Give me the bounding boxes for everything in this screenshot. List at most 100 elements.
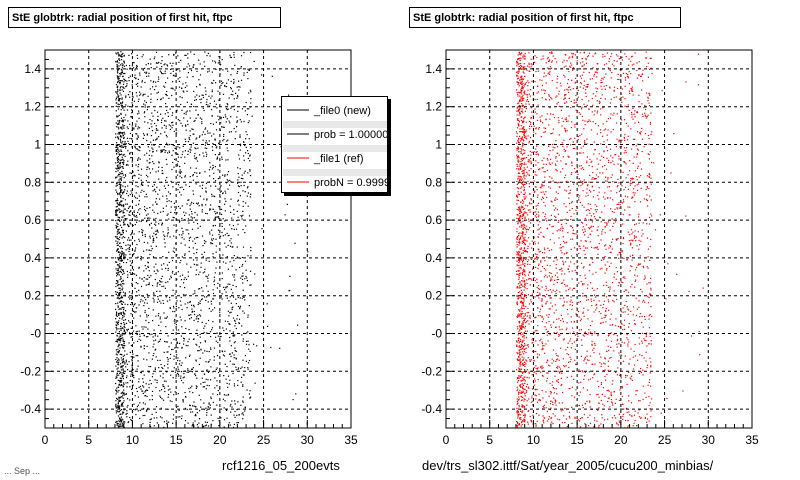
- scatter-point: [191, 371, 194, 373]
- scatter-point: [520, 125, 522, 127]
- scatter-point: [220, 235, 222, 237]
- scatter-point: [159, 284, 161, 286]
- scatter-point: [603, 150, 605, 152]
- scatter-point: [519, 236, 522, 238]
- scatter-point: [211, 193, 213, 195]
- scatter-point: [221, 278, 223, 280]
- scatter-point: [117, 322, 119, 324]
- scatter-point: [645, 57, 648, 59]
- scatter-point: [242, 210, 244, 212]
- scatter-point: [519, 310, 521, 312]
- scatter-point: [206, 142, 208, 144]
- scatter-point: [629, 170, 631, 172]
- scatter-point: [533, 180, 535, 182]
- scatter-point: [172, 70, 174, 72]
- scatter-point: [119, 341, 121, 343]
- scatter-point: [538, 128, 540, 130]
- scatter-point: [161, 166, 163, 169]
- scatter-point: [519, 175, 521, 177]
- scatter-point: [157, 193, 159, 195]
- scatter-point: [172, 305, 175, 307]
- scatter-point: [520, 168, 522, 170]
- scatter-point: [177, 55, 179, 57]
- scatter-point: [516, 132, 518, 135]
- scatter-point: [650, 277, 652, 279]
- scatter-point: [140, 285, 143, 288]
- scatter-point: [168, 261, 170, 263]
- scatter-point: [162, 299, 164, 302]
- scatter-point: [521, 240, 523, 242]
- scatter-point: [187, 345, 189, 347]
- scatter-point: [523, 193, 525, 195]
- scatter-point: [209, 208, 211, 210]
- scatter-point: [548, 418, 550, 420]
- scatter-point: [125, 114, 127, 116]
- scatter-point: [116, 297, 118, 299]
- scatter-point: [535, 373, 537, 375]
- scatter-point: [171, 127, 173, 129]
- scatter-point: [211, 89, 213, 91]
- scatter-point: [164, 120, 166, 122]
- scatter-point: [207, 52, 209, 54]
- scatter-point: [522, 130, 524, 132]
- scatter-point: [177, 165, 179, 167]
- scatter-point: [531, 80, 533, 82]
- scatter-point: [115, 214, 117, 216]
- scatter-point: [149, 150, 151, 152]
- scatter-point: [647, 62, 649, 64]
- scatter-point: [517, 296, 519, 298]
- scatter-point: [117, 230, 119, 232]
- scatter-point: [137, 135, 139, 137]
- scatter-point: [138, 157, 140, 159]
- scatter-point: [520, 247, 522, 249]
- scatter-point: [156, 290, 158, 292]
- scatter-point: [136, 137, 138, 139]
- scatter-point: [207, 290, 209, 292]
- scatter-point: [123, 256, 125, 258]
- scatter-point: [161, 366, 163, 369]
- scatter-point: [607, 389, 609, 391]
- scatter-point: [233, 98, 235, 100]
- scatter-point: [123, 61, 125, 63]
- scatter-point: [237, 314, 239, 317]
- scatter-point: [172, 348, 174, 351]
- scatter-point: [211, 239, 213, 242]
- scatter-point: [135, 282, 137, 284]
- scatter-point: [131, 385, 133, 387]
- scatter-point: [521, 131, 523, 133]
- scatter-point: [115, 99, 117, 101]
- scatter-point: [521, 345, 523, 347]
- scatter-point: [247, 314, 249, 316]
- scatter-point: [126, 363, 128, 365]
- scatter-point: [155, 224, 157, 226]
- scatter-point: [637, 412, 639, 414]
- scatter-point: [127, 185, 129, 187]
- scatter-point: [237, 173, 239, 175]
- scatter-point: [123, 127, 125, 129]
- scatter-point: [121, 226, 123, 229]
- scatter-point: [208, 95, 210, 97]
- scatter-point: [516, 252, 519, 254]
- scatter-point: [225, 159, 227, 161]
- scatter-point: [122, 311, 124, 313]
- scatter-point: [117, 363, 119, 365]
- scatter-point: [188, 137, 190, 139]
- scatter-point: [212, 298, 214, 300]
- scatter-point: [521, 280, 523, 282]
- scatter-point: [178, 221, 181, 223]
- scatter-point: [523, 175, 525, 177]
- scatter-point: [205, 190, 207, 192]
- scatter-point: [555, 157, 557, 159]
- scatter-point: [134, 249, 136, 251]
- scatter-point: [126, 218, 128, 220]
- scatter-point: [122, 386, 124, 388]
- scatter-point: [129, 260, 131, 262]
- scatter-point: [540, 366, 542, 368]
- scatter-point: [206, 370, 208, 372]
- scatter-point: [518, 259, 520, 261]
- scatter-point: [154, 379, 156, 381]
- scatter-point: [521, 323, 523, 325]
- scatter-point: [209, 209, 211, 211]
- scatter-point: [236, 97, 238, 99]
